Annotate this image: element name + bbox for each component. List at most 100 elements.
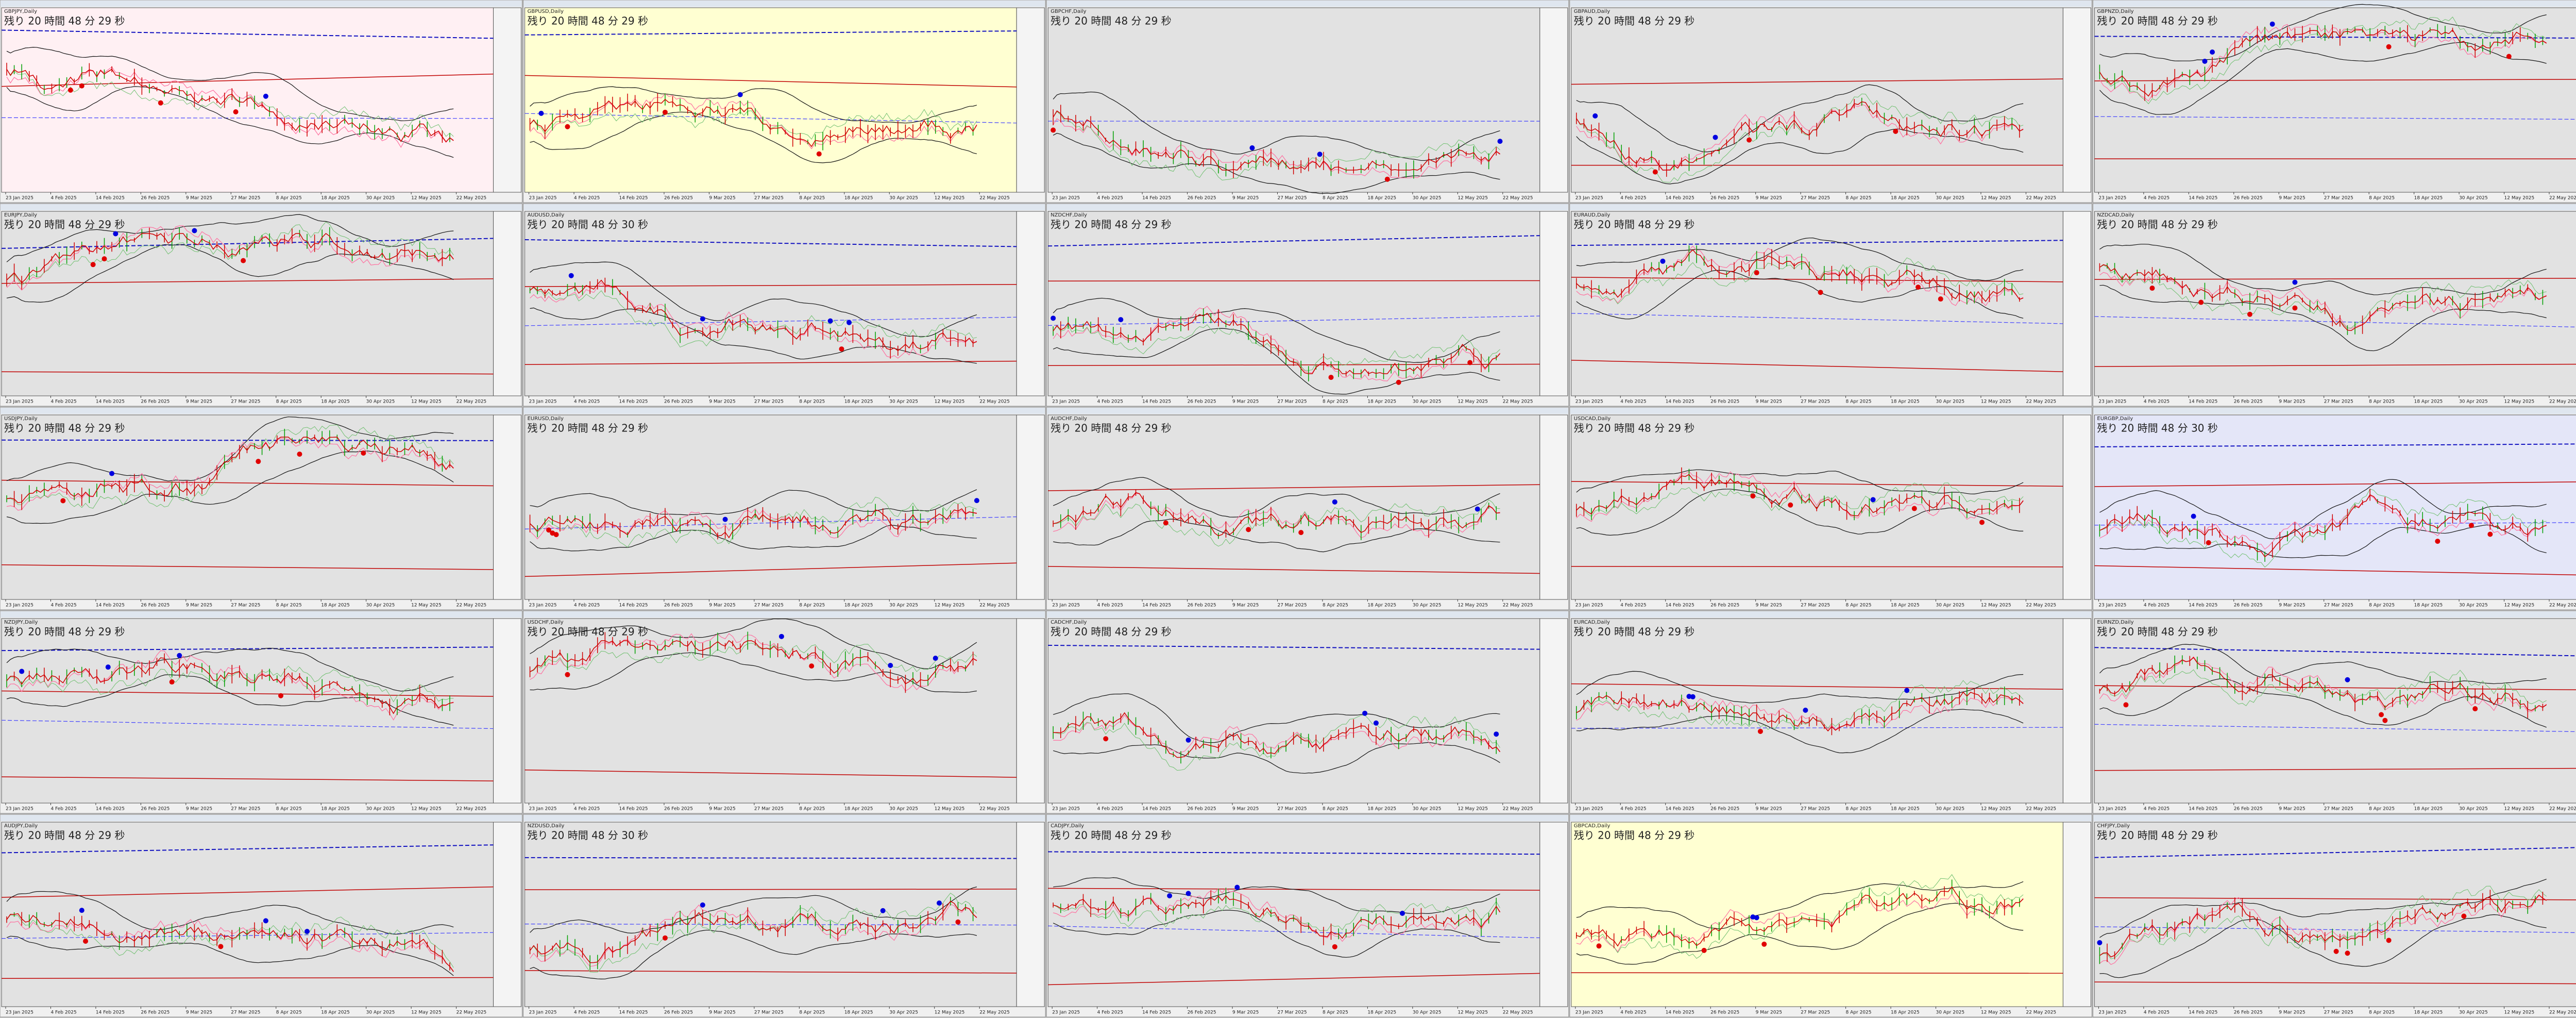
signal-dot [1652,169,1658,175]
price-line [530,640,977,685]
date-label: 30 Apr 2025 [889,603,918,608]
title-bar [1047,204,1568,210]
bollinger-upper [1576,238,2024,281]
date-label: 23 Jan 2025 [1575,196,1603,201]
signal-dot [568,273,574,278]
moving-average [2099,656,2547,712]
signal-dot [846,320,852,325]
level-line [524,360,1017,365]
signal-dot [1713,135,1718,140]
date-label: 8 Apr 2025 [799,1010,825,1015]
date-label: 22 May 2025 [456,1010,487,1015]
date-label: 12 May 2025 [1458,603,1488,608]
signal-dot [361,450,366,456]
moving-average [2099,16,2547,105]
countdown: 残り 20 時間 48 分 29 秒 [1050,422,1172,435]
bollinger-lower [1576,128,2024,185]
moving-average [6,438,454,511]
bollinger-lower [1053,910,1500,958]
moving-average [530,109,977,140]
date-label: 23 Jan 2025 [2098,1010,2126,1015]
signal-dot [2386,938,2392,943]
chart-title: USDCAD,Daily [1574,416,1611,422]
countdown: 残り 20 時間 48 分 30 秒 [528,219,649,231]
date-label: 26 Feb 2025 [664,807,693,812]
countdown: 残り 20 時間 48 分 29 秒 [4,626,125,638]
title-bar [2093,204,2576,210]
level-line [1571,727,2063,729]
signal-dot [546,527,552,533]
bollinger-lower [1053,328,1500,395]
bollinger-lower [530,525,977,552]
price-line [2099,894,2547,958]
date-label: 12 May 2025 [1458,807,1488,812]
date-label: 27 Mar 2025 [754,399,784,405]
moving-average [530,904,977,967]
price-line [6,657,454,714]
level-line [1571,481,2063,487]
date-label: 14 Feb 2025 [1142,603,1171,608]
level-line [1048,235,1540,247]
date-label: 26 Feb 2025 [664,196,693,201]
level-line [1048,315,1540,326]
signal-dot [2191,513,2196,519]
signal-dot [1332,944,1337,949]
date-label: 23 Jan 2025 [1052,603,1080,608]
plot-area [1,822,494,1007]
bollinger-upper [530,86,977,124]
date-label: 4 Feb 2025 [2144,807,2170,812]
moving-average [1576,893,2024,953]
price-line [1576,101,2024,171]
date-label: 18 Apr 2025 [844,807,873,812]
title-bar [1047,408,1568,414]
signal-dot [955,919,961,925]
plot-area [1,618,494,804]
date-label: 14 Feb 2025 [1142,399,1171,405]
date-label: 27 Mar 2025 [754,196,784,201]
date-label: 9 Mar 2025 [2279,196,2305,201]
date-label: 9 Mar 2025 [186,196,212,201]
plot-area [2094,414,2576,600]
date-label: 22 May 2025 [979,603,1010,608]
signal-dot [1249,145,1255,151]
level-line [1,564,494,570]
signal-dot [1701,947,1707,953]
date-label: 8 Apr 2025 [276,196,302,201]
title-bar [1047,1,1568,7]
date-label: 23 Jan 2025 [6,1010,33,1015]
moving-average [1576,104,2024,171]
chart-title: CADJPY,Daily [1050,823,1084,829]
date-label: 22 May 2025 [2549,196,2576,201]
bollinger-lower [2099,42,2547,115]
date-label: 27 Mar 2025 [231,399,260,405]
chart-title: USDJPY,Daily [4,416,38,422]
title-bar [523,1,1045,7]
date-label: 8 Apr 2025 [276,399,302,405]
price-line [6,69,454,143]
